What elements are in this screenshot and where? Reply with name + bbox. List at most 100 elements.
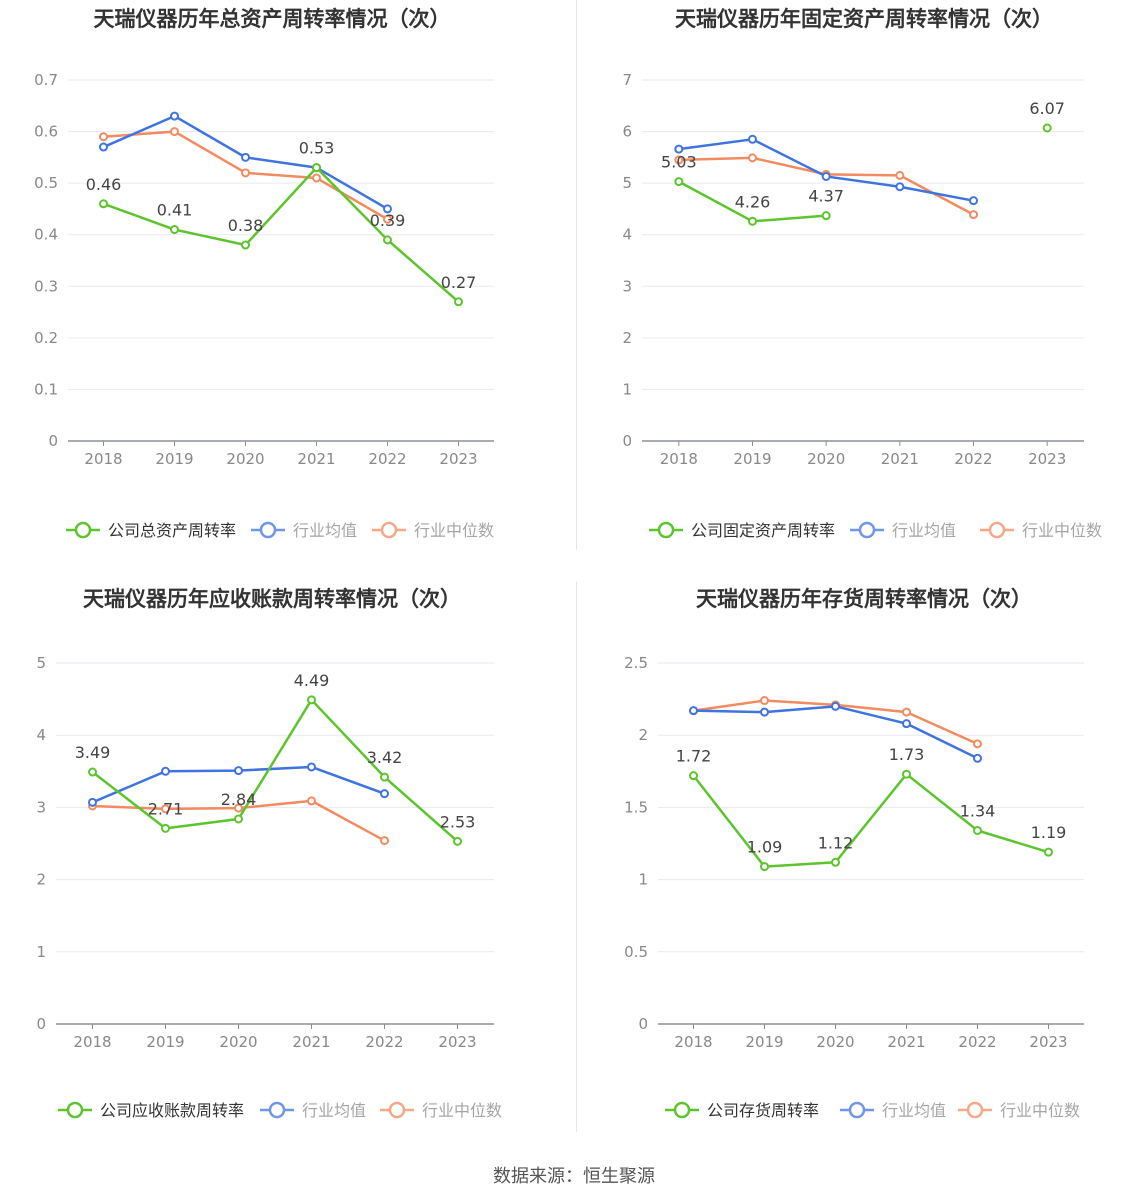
legend-label: 行业均值 [882,1101,946,1120]
y-tick-label: 3 [622,277,632,295]
data-point-company [453,836,462,846]
data-point-company [689,771,698,781]
data-point-industry_avg [161,766,170,776]
x-tick-label: 2020 [226,450,264,468]
data-label: 0.38 [228,216,264,235]
data-label: 5.03 [661,153,697,172]
series-company [88,695,462,846]
data-point-industry_median [674,155,684,165]
legend-item-industry_avg: 行业均值 [260,1101,366,1120]
y-tick-label: 2 [36,871,46,889]
legend-marker [657,521,675,539]
y-tick-label: 0.3 [34,277,58,295]
y-tick-label: 4 [622,226,632,244]
data-point-industry_median [969,210,978,220]
y-tick-label: 0 [622,432,632,450]
data-point-industry_median [383,214,392,224]
data-point-industry_median [902,707,911,717]
series-industry_avg [689,701,982,763]
data-label: 2.53 [440,812,476,831]
x-tick-label: 2019 [745,1033,783,1051]
legend-marker [673,1101,691,1119]
data-point-industry_median [234,803,243,813]
data-point-industry_median [895,170,905,180]
series-line-company [103,166,460,303]
x-tick-label: 2022 [368,450,406,468]
x-tick-label: 2021 [292,1033,330,1051]
data-label: 3.42 [367,748,403,767]
data-point-company [234,814,243,824]
y-tick-label: 0.7 [34,71,58,89]
data-label: 4.26 [735,192,771,211]
data-point-company [312,163,321,173]
data-label: 0.46 [86,175,122,194]
data-point-industry_avg [895,182,905,192]
data-point-industry_avg [902,719,911,729]
data-label: 2.84 [221,790,257,809]
y-tick-label: 0.5 [34,174,58,192]
x-tick-label: 2021 [297,450,335,468]
data-point-company [902,769,911,779]
y-tick-label: 1.5 [624,798,648,816]
legend-label: 公司应收账款周转率 [100,1101,244,1120]
y-tick-label: 1 [622,380,632,398]
series-line-company [692,772,1049,868]
legend-label: 行业均值 [293,521,357,540]
y-tick-label: 0.5 [624,943,648,961]
data-point-industry_median [760,696,769,706]
legend-item-industry_median: 行业中位数 [372,521,494,540]
x-tick-label: 2019 [733,450,771,468]
y-tick-label: 2.5 [624,654,648,672]
legend-label: 公司总资产周转率 [108,521,236,540]
legend-item-company: 公司固定资产周转率 [649,521,835,540]
data-point-industry_median [99,132,108,142]
data-point-company [88,767,97,777]
data-label: 1.34 [960,802,996,821]
data-label: 1.19 [1031,823,1067,842]
x-tick-label: 2022 [954,450,992,468]
chart-receivables-turnover-svg: 天瑞仪器历年应收账款周转率情况（次） 0 1 2 3 4 5 2018 2019 2020 2021… [36,587,502,1120]
legend-item-industry_avg: 行业均值 [850,521,956,540]
x-tick-label: 2023 [439,450,477,468]
legend-marker [858,521,876,539]
x-tick-label: 2022 [958,1033,996,1051]
y-tick-label: 3 [36,798,46,816]
y-tick-label: 5 [622,174,632,192]
legend-item-industry_median: 行业中位数 [980,521,1102,540]
data-point-company [1042,123,1052,133]
data-label: 4.49 [294,671,330,690]
series-company [689,769,1053,872]
legend-marker [388,1101,406,1119]
data-point-company [307,695,316,705]
data-point-industry_median [973,739,982,749]
x-tick-label: 2018 [674,1033,712,1051]
data-label: 0.27 [441,273,477,292]
chart-title: 天瑞仪器历年存货周转率情况（次） [696,587,1032,611]
legend-item-industry_median: 行业中位数 [380,1101,502,1120]
series-company [674,123,1052,226]
data-point-company [161,823,170,833]
data-point-industry_avg [760,707,769,717]
data-point-company [170,225,179,235]
data-point-industry_avg [383,204,392,214]
x-tick-label: 2018 [84,450,122,468]
data-point-company [831,857,840,867]
y-tick-label: 1 [36,943,46,961]
y-tick-label: 0.2 [34,329,58,347]
legend-label: 行业均值 [302,1101,366,1120]
data-point-industry_median [312,173,321,183]
data-point-company [241,240,250,250]
data-point-industry_avg [307,762,316,772]
panel-divider-bottom [576,582,577,1132]
data-label: 1.73 [889,745,925,764]
series-industry_median [99,127,392,224]
data-point-industry_avg [748,134,757,144]
panel-divider-top [576,0,577,550]
y-tick-label: 0.4 [34,226,58,244]
legend-item-company: 公司应收账款周转率 [58,1101,244,1120]
x-tick-label: 2022 [365,1033,403,1051]
data-point-company [380,772,389,782]
chart-inventory-turnover-svg: 天瑞仪器历年存货周转率情况（次） 0 0.5 1 1.5 2 2.5 2018 2019 2020… [624,587,1084,1120]
chart-title: 天瑞仪器历年总资产周转率情况（次） [94,7,451,31]
data-label: 1.72 [676,747,712,766]
